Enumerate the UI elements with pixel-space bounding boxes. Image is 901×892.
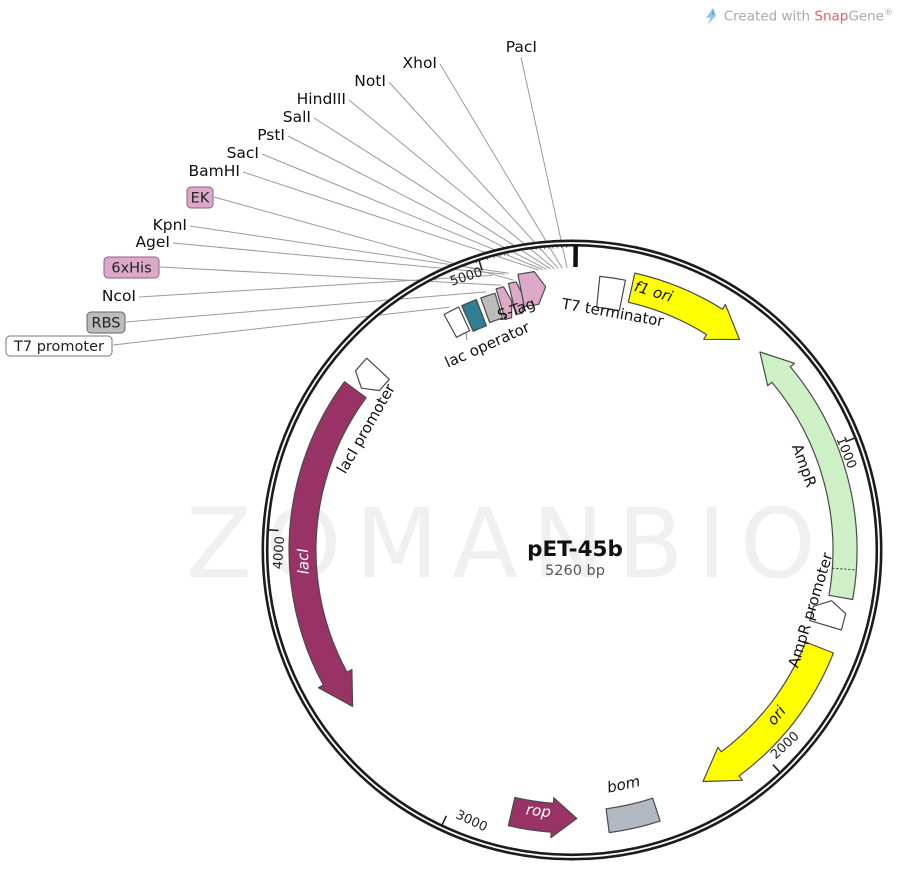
tick-label-4000: 4000 (271, 536, 288, 570)
site-label-SalI: SalI (283, 108, 311, 126)
site-label-PstI: PstI (257, 126, 285, 144)
site-label-NotI: NotI (354, 72, 386, 90)
feature-AmpR (759, 351, 858, 601)
site-label-NcoI: NcoI (102, 287, 136, 305)
feature-ori (702, 641, 834, 783)
leader-line-6xHis (159, 266, 502, 286)
leader-line-PstI (287, 135, 547, 270)
site-badge-6xHis (103, 256, 160, 279)
feature-T7 promoter (443, 306, 471, 338)
feature-bom (605, 797, 661, 834)
tick-1000 (845, 436, 857, 443)
feature-rop (507, 796, 578, 839)
site-badge-EK (186, 186, 214, 209)
leader-line-XhoI (439, 63, 563, 269)
site-label-T7 promoter: T7 promoter (13, 339, 104, 355)
credit-text: Created with SnapGene® (723, 8, 893, 25)
tick-3000 (440, 815, 448, 827)
site-label-AgeI: AgeI (135, 233, 170, 251)
site-label-KpnI: KpnI (153, 216, 187, 234)
site-label-SacI: SacI (227, 144, 259, 162)
feature-label-lacI: lacI (294, 547, 313, 574)
leader-line-T7 promoter (112, 306, 450, 346)
feature-6xHis (495, 286, 513, 321)
feature-lacI promoter (354, 357, 390, 392)
site-badge-RBS (86, 311, 126, 334)
snapgene-credit: Created with SnapGene® (704, 8, 893, 25)
site-label-HindIII: HindIII (297, 90, 346, 108)
feature-label-bom: bom (605, 772, 641, 797)
plasmid-backbone-ring-gap (264, 242, 880, 858)
plasmid-title: pET-45b (527, 537, 623, 562)
plasmid-size: 5260 bp (545, 563, 605, 579)
feature-lacI (288, 381, 367, 708)
site-label-EK: EK (191, 191, 210, 207)
leader-line-NotI (388, 81, 559, 269)
feature-EK (507, 281, 525, 316)
leader-line-SalI (313, 117, 551, 270)
feature-T7 terminator (596, 275, 626, 312)
feature-RBS (480, 292, 504, 324)
tick-5000 (477, 258, 483, 271)
site-badge-T7 promoter (5, 335, 113, 357)
site-label-BamHI: BamHI (189, 162, 240, 180)
leader-line-NcoI (138, 274, 493, 298)
tick-label-3000: 3000 (453, 808, 489, 836)
site-label-XhoI: XhoI (403, 54, 438, 72)
feature-S-Tag (517, 271, 547, 308)
snapgene-logo-icon (705, 8, 717, 25)
feature-label-rop: rop (525, 800, 552, 821)
tick-2000 (772, 764, 782, 774)
feature-f1 ori (627, 272, 741, 341)
feature-AmpR promoter (809, 600, 847, 631)
site-label-6xHis: 6xHis (111, 261, 151, 277)
tick-4000 (266, 528, 279, 532)
feature-lac operator (461, 299, 487, 332)
site-label-PacI: PacI (506, 38, 537, 56)
leader-line-HindIII (348, 99, 555, 269)
leader-line-PacI (520, 56, 568, 269)
site-label-RBS: RBS (92, 316, 121, 332)
leader-line-RBS (125, 291, 487, 323)
